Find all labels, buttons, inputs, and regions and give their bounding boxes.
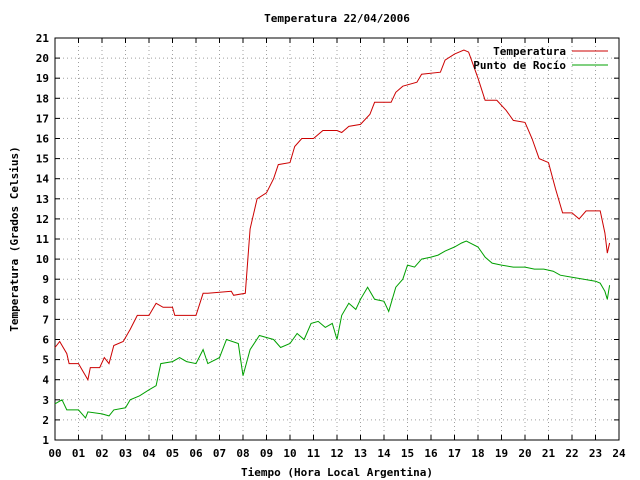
grid <box>55 38 619 440</box>
x-tick-label: 02 <box>95 447 108 460</box>
x-tick-label: 08 <box>236 447 249 460</box>
x-tick-label: 04 <box>142 447 156 460</box>
x-tick-label: 14 <box>377 447 391 460</box>
legend-label-0: Temperatura <box>493 45 566 58</box>
y-axis-label: Temperatura (Grados Celsius) <box>8 146 21 331</box>
x-tick-label: 07 <box>213 447 226 460</box>
x-tick-label: 05 <box>166 447 179 460</box>
series-line-1 <box>54 240 611 419</box>
y-tick-label: 1 <box>42 434 49 447</box>
y-tick-label: 8 <box>42 293 49 306</box>
y-tick-label: 13 <box>36 193 49 206</box>
y-tick-label: 15 <box>36 153 49 166</box>
x-tick-label: 12 <box>330 447 343 460</box>
x-tick-label: 15 <box>401 447 414 460</box>
y-tick-label: 20 <box>36 52 49 65</box>
x-tick-label: 06 <box>189 447 203 460</box>
series-line-0 <box>54 49 611 382</box>
x-axis-label: Tiempo (Hora Local Argentina) <box>241 466 433 479</box>
x-tick-label: 01 <box>72 447 86 460</box>
y-tick-label: 7 <box>42 313 49 326</box>
y-tick-label: 21 <box>36 32 50 45</box>
y-tick-label: 3 <box>42 394 49 407</box>
x-tick-label: 00 <box>48 447 61 460</box>
y-tick-label: 6 <box>42 334 49 347</box>
x-tick-label: 17 <box>448 447 461 460</box>
x-tick-label: 24 <box>612 447 626 460</box>
y-tick-label: 19 <box>36 72 49 85</box>
x-tick-label: 10 <box>283 447 296 460</box>
y-tick-label: 2 <box>42 414 49 427</box>
x-tick-label: 16 <box>424 447 438 460</box>
y-tick-label: 18 <box>36 92 49 105</box>
x-axis: 00 01 02 03 04 05 06 07 08 09 10 11 12 13 14 15 16 17 18 19… <box>48 38 626 460</box>
x-tick-label: 23 <box>589 447 602 460</box>
x-tick-label: 03 <box>119 447 132 460</box>
y-tick-label: 17 <box>36 112 49 125</box>
y-tick-label: 10 <box>36 253 49 266</box>
x-tick-label: 21 <box>542 447 556 460</box>
x-tick-label: 19 <box>495 447 508 460</box>
y-tick-label: 12 <box>36 213 49 226</box>
y-tick-label: 16 <box>36 133 50 146</box>
chart-title: Temperatura 22/04/2006 <box>264 12 410 25</box>
x-tick-label: 20 <box>518 447 531 460</box>
x-tick-label: 22 <box>565 447 578 460</box>
y-tick-label: 5 <box>42 354 49 367</box>
x-tick-label: 11 <box>307 447 321 460</box>
x-tick-label: 13 <box>354 447 367 460</box>
legend-label-1: Punto de Rocío <box>473 59 566 72</box>
series-group <box>54 49 611 419</box>
y-tick-label: 11 <box>36 233 50 246</box>
y-tick-label: 9 <box>42 273 49 286</box>
x-tick-label: 09 <box>260 447 273 460</box>
y-tick-label: 14 <box>36 173 50 186</box>
y-tick-label: 4 <box>42 374 49 387</box>
x-tick-label: 18 <box>471 447 484 460</box>
